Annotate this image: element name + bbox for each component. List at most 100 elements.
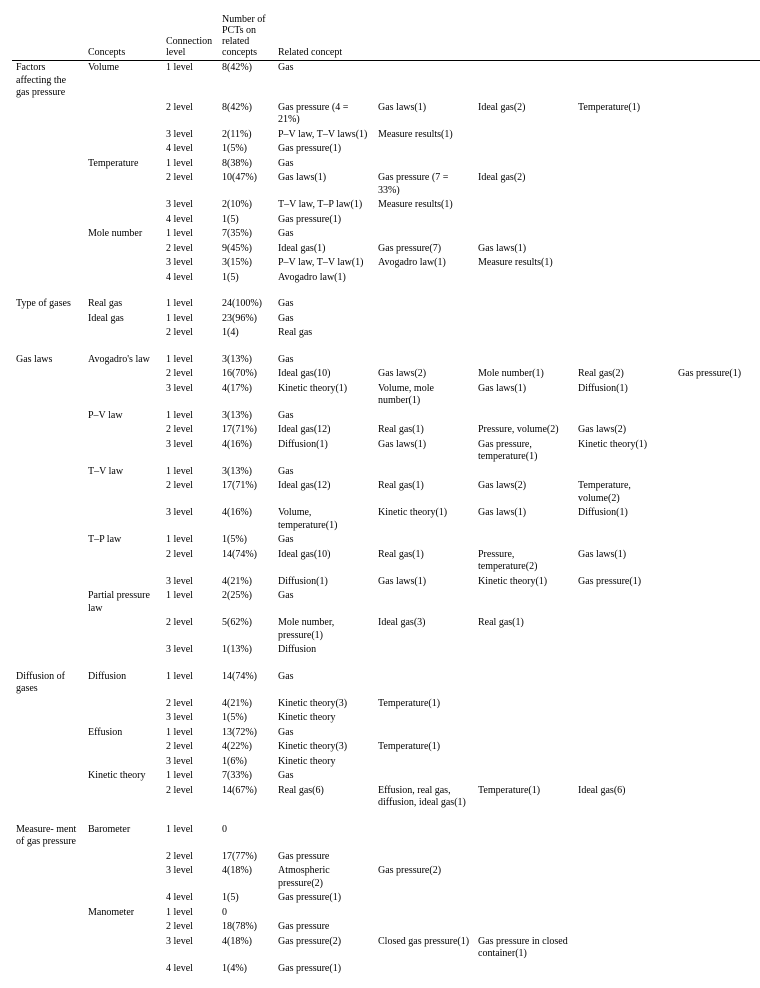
- related-concept: [474, 670, 574, 697]
- related-concept: [674, 128, 760, 143]
- related-concept: [474, 769, 574, 784]
- related-concept: [374, 670, 474, 697]
- related-concept: Measure results(1): [474, 256, 574, 271]
- concept: [84, 271, 162, 286]
- connection-level: 1 level: [162, 726, 218, 741]
- pct-count: 13(72%): [218, 726, 274, 741]
- related-concept: [674, 906, 760, 921]
- related-concept: [674, 326, 760, 341]
- main-category: [12, 256, 84, 271]
- related-concept: [574, 711, 674, 726]
- main-category: [12, 920, 84, 935]
- table-row: 3 level4(17%)Kinetic theory(1)Volume, mo…: [12, 382, 760, 409]
- table-row: 4 level1(5)Avogadro law(1): [12, 271, 760, 286]
- main-category: Diffusion of gases: [12, 670, 84, 697]
- main-category: [12, 213, 84, 228]
- related-concept: [574, 589, 674, 616]
- main-category: [12, 755, 84, 770]
- table-row: 3 level4(18%)Gas pressure(2)Closed gas p…: [12, 935, 760, 962]
- concept: [84, 864, 162, 891]
- main-category: [12, 697, 84, 712]
- table-row: 3 level2(10%)T–V law, T–P law(1)Measure …: [12, 198, 760, 213]
- connection-level: 1 level: [162, 465, 218, 480]
- main-category: [12, 438, 84, 465]
- related-concept: [674, 142, 760, 157]
- concept: Temperature: [84, 157, 162, 172]
- table-row: Temperature1 level8(38%)Gas: [12, 157, 760, 172]
- related-concept: Ideal gas(12): [274, 423, 374, 438]
- table-row: Measure- ment of gas pressureBarometer1 …: [12, 823, 760, 850]
- related-concept: Real gas(2): [574, 367, 674, 382]
- related-concept: Gas: [274, 589, 374, 616]
- main-category: [12, 506, 84, 533]
- pct-count: 3(15%): [218, 256, 274, 271]
- related-concept: Kinetic theory(1): [474, 575, 574, 590]
- table-row: 4 level1(5)Gas pressure(1): [12, 213, 760, 228]
- related-concept: [474, 271, 574, 286]
- related-concept: [574, 962, 674, 977]
- related-concept: [674, 616, 760, 643]
- related-concept: Ideal gas(12): [274, 479, 374, 506]
- concept: [84, 256, 162, 271]
- main-category: [12, 891, 84, 906]
- header-related: Related concept: [274, 12, 760, 61]
- related-concept: Ideal gas(2): [474, 171, 574, 198]
- related-concept: [374, 326, 474, 341]
- connection-level: 4 level: [162, 271, 218, 286]
- related-concept: [474, 297, 574, 312]
- pct-count: 17(77%): [218, 850, 274, 865]
- table-row: 2 level5(62%)Mole number, pressure(1)Ide…: [12, 616, 760, 643]
- table-row: 3 level1(5%)Kinetic theory: [12, 711, 760, 726]
- related-concept: Kinetic theory(1): [374, 506, 474, 533]
- related-concept: [374, 213, 474, 228]
- related-concept: [474, 157, 574, 172]
- related-concept: [374, 465, 474, 480]
- main-category: [12, 850, 84, 865]
- related-concept: Atmospheric pressure(2): [274, 864, 374, 891]
- related-concept: [374, 769, 474, 784]
- main-category: [12, 227, 84, 242]
- pct-count: 24(100%): [218, 297, 274, 312]
- related-concept: [574, 297, 674, 312]
- related-concept: [674, 850, 760, 865]
- related-concept: [674, 256, 760, 271]
- related-concept: Gas laws(2): [474, 479, 574, 506]
- related-concept: [474, 128, 574, 143]
- pct-count: 9(45%): [218, 242, 274, 257]
- concept: [84, 616, 162, 643]
- header-concepts: Concepts: [84, 12, 162, 61]
- concept: P–V law: [84, 409, 162, 424]
- main-category: [12, 643, 84, 658]
- table-row: 2 level18(78%)Gas pressure: [12, 920, 760, 935]
- related-concept: Gas pressure(1): [274, 213, 374, 228]
- concept: [84, 711, 162, 726]
- related-concept: [674, 312, 760, 327]
- related-concept: Real gas(6): [274, 784, 374, 811]
- related-concept: Gas pressure(1): [274, 962, 374, 977]
- related-concept: [474, 864, 574, 891]
- table-row: 4 level1(5)Gas pressure(1): [12, 891, 760, 906]
- related-concept: [474, 589, 574, 616]
- related-concept: Real gas(1): [374, 548, 474, 575]
- pct-count: 1(5): [218, 891, 274, 906]
- pct-count: 7(33%): [218, 769, 274, 784]
- connection-level: 2 level: [162, 548, 218, 575]
- related-concept: [574, 755, 674, 770]
- concept: [84, 326, 162, 341]
- related-concept: Gas laws(1): [574, 548, 674, 575]
- related-concept: [574, 242, 674, 257]
- related-concept: [674, 920, 760, 935]
- related-concept: [474, 465, 574, 480]
- related-concept: [574, 128, 674, 143]
- connection-level: 2 level: [162, 367, 218, 382]
- concept: [84, 920, 162, 935]
- table-row: 3 level1(13%)Diffusion: [12, 643, 760, 658]
- related-concept: Temperature(1): [574, 101, 674, 128]
- main-category: [12, 589, 84, 616]
- pct-count: 17(71%): [218, 423, 274, 438]
- related-concept: Kinetic theory: [274, 755, 374, 770]
- related-concept: Gas: [274, 353, 374, 368]
- main-category: [12, 769, 84, 784]
- related-concept: [374, 142, 474, 157]
- connection-level: 4 level: [162, 962, 218, 977]
